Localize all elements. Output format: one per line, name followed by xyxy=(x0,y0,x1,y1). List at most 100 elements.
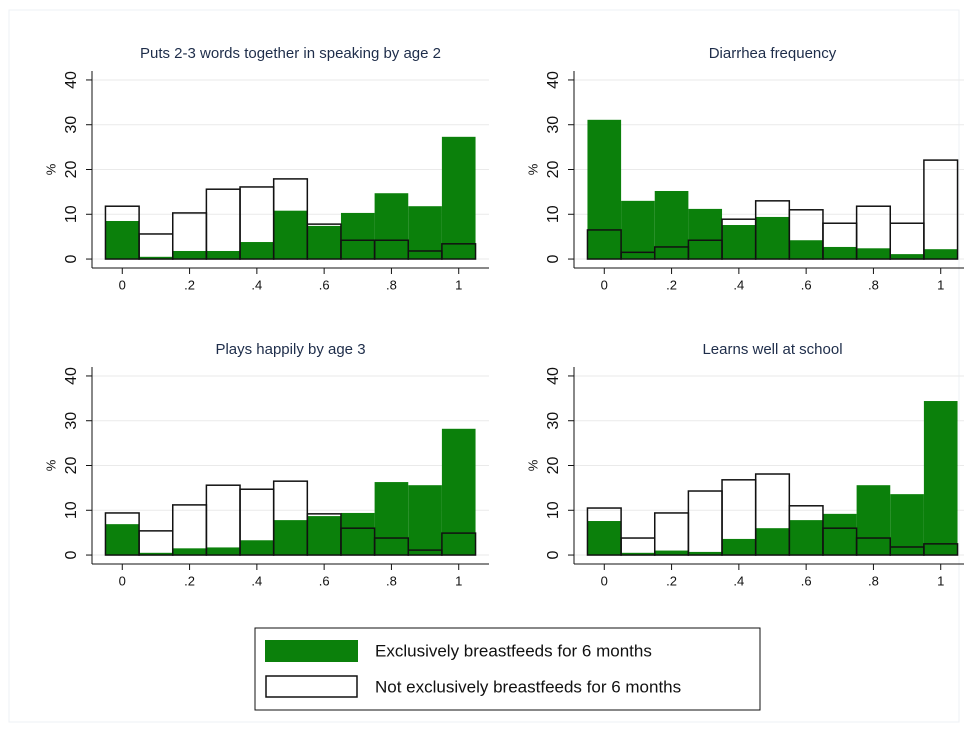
histogram-bar xyxy=(374,193,409,260)
panel: 0 10 20 30 40% 0 .2 .4 .6 .8 1 Diarrhea frequency xyxy=(525,45,964,292)
x-tick-label: 1 xyxy=(937,573,944,588)
panel: 0 10 20 30 40% 0 .2 .4 .6 .8 1 Puts 2-3 words toget… xyxy=(43,45,489,292)
y-axis-label: % xyxy=(525,163,540,175)
panel-title: Puts 2-3 words together in speaking by a… xyxy=(140,45,441,62)
graph-region xyxy=(8,9,960,723)
histogram-bar xyxy=(273,520,308,556)
panel-title: Plays happily by age 3 xyxy=(215,341,365,358)
panel: 0 10 20 30 40% 0 .2 .4 .6 .8 1 Learns well at schoo… xyxy=(525,341,964,588)
x-tick-label: .4 xyxy=(251,573,262,588)
y-tick-label: 30 xyxy=(63,116,80,134)
histogram-bar xyxy=(340,512,375,556)
y-tick-label: 30 xyxy=(545,412,562,430)
histogram-bar xyxy=(890,494,924,556)
histogram-bar xyxy=(105,524,140,556)
histogram-bar xyxy=(307,516,341,556)
histogram-bar xyxy=(441,136,476,260)
histogram-bar xyxy=(722,538,756,556)
histogram-bar xyxy=(272,178,309,260)
histogram-bar xyxy=(587,119,622,260)
x-tick-label: .2 xyxy=(666,573,677,588)
x-tick-label: .6 xyxy=(319,277,330,292)
x-tick-label: 1 xyxy=(937,277,944,292)
x-tick-label: .8 xyxy=(386,573,397,588)
histogram-bar xyxy=(340,212,375,260)
histogram-bar xyxy=(822,246,857,260)
y-tick-label: 0 xyxy=(545,254,562,263)
x-tick-label: 0 xyxy=(119,573,126,588)
histogram-bar xyxy=(206,250,241,260)
y-tick-label: 0 xyxy=(63,550,80,559)
y-tick-label: 20 xyxy=(63,457,80,475)
x-tick-label: 1 xyxy=(455,573,462,588)
histogram-bar xyxy=(373,537,410,556)
histogram-bar xyxy=(755,216,790,260)
histogram-bar xyxy=(587,521,622,556)
histogram-bar xyxy=(822,513,857,556)
y-tick-label: 10 xyxy=(63,205,80,223)
legend-swatch xyxy=(265,675,358,698)
y-axis-label: % xyxy=(43,163,58,175)
histogram-bar xyxy=(273,210,308,260)
histogram-bar xyxy=(408,485,442,556)
panel-title: Diarrhea frequency xyxy=(709,45,837,62)
x-tick-label: .8 xyxy=(868,573,879,588)
histogram-bar xyxy=(240,242,274,260)
histogram-bar xyxy=(307,225,341,260)
histogram-bar xyxy=(621,552,655,556)
y-axis-label: % xyxy=(43,459,58,471)
x-tick-label: 0 xyxy=(601,573,608,588)
y-tick-label: 30 xyxy=(545,116,562,134)
y-tick-label: 20 xyxy=(63,161,80,179)
histogram-bar xyxy=(923,543,959,556)
y-axis-label: % xyxy=(525,459,540,471)
histogram-bar xyxy=(923,401,958,556)
y-tick-label: 10 xyxy=(63,501,80,519)
histogram-bar xyxy=(172,548,207,556)
panel: 0 10 20 30 40% 0 .2 .4 .6 .8 1 Plays happily by age… xyxy=(43,341,489,588)
histogram-bar xyxy=(374,482,409,556)
x-tick-label: .8 xyxy=(386,277,397,292)
histogram-bar xyxy=(105,220,140,260)
histogram-bar xyxy=(654,550,689,556)
histogram-bar xyxy=(441,532,477,556)
histogram-bar xyxy=(104,205,140,260)
y-tick-label: 40 xyxy=(63,367,80,385)
x-tick-label: .6 xyxy=(319,573,330,588)
x-tick-label: .6 xyxy=(801,573,812,588)
legend-label: Exclusively breastfeeds for 6 months xyxy=(375,641,652,660)
x-tick-label: .4 xyxy=(733,573,744,588)
histogram-bar xyxy=(586,229,622,260)
histogram-bar xyxy=(586,507,622,556)
x-tick-label: .2 xyxy=(666,277,677,292)
y-tick-label: 0 xyxy=(545,550,562,559)
x-tick-label: .2 xyxy=(184,573,195,588)
y-tick-label: 10 xyxy=(545,205,562,223)
histogram-bar xyxy=(923,159,959,260)
histogram-bar xyxy=(139,552,173,556)
x-tick-label: 0 xyxy=(119,277,126,292)
y-tick-label: 20 xyxy=(545,457,562,475)
histogram-bar xyxy=(923,249,958,260)
y-tick-label: 40 xyxy=(545,367,562,385)
y-tick-label: 20 xyxy=(545,161,562,179)
y-tick-label: 0 xyxy=(63,254,80,263)
y-tick-label: 10 xyxy=(545,501,562,519)
histogram-bar xyxy=(789,520,823,556)
histogram-bar xyxy=(688,208,723,260)
histogram-bar xyxy=(722,225,756,260)
x-tick-label: 1 xyxy=(455,277,462,292)
histogram-bar xyxy=(621,200,655,260)
histogram-bar xyxy=(441,428,476,556)
x-tick-label: .6 xyxy=(801,277,812,292)
legend-swatch xyxy=(265,640,358,662)
x-tick-label: .4 xyxy=(251,277,262,292)
legend-label: Not exclusively breastfeeds for 6 months xyxy=(375,677,681,696)
x-tick-label: .8 xyxy=(868,277,879,292)
y-tick-label: 30 xyxy=(63,412,80,430)
x-tick-label: 0 xyxy=(601,277,608,292)
panel-title: Learns well at school xyxy=(702,341,842,358)
x-tick-label: .4 xyxy=(733,277,744,292)
